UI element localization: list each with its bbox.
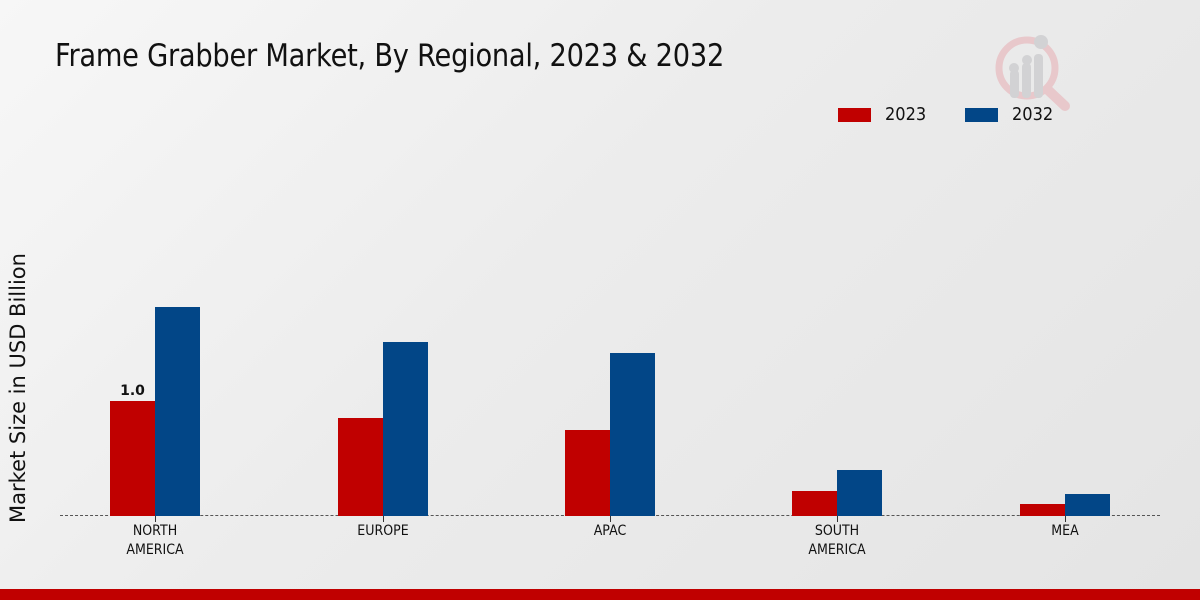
bar-europe-2032[interactable] — [383, 342, 428, 516]
bar-apac-2032[interactable] — [610, 353, 655, 516]
x-axis-label-europe: EUROPE — [357, 523, 409, 539]
legend-label-2023: 2023 — [885, 104, 927, 125]
legend-item-2023[interactable]: 2023 — [838, 104, 931, 125]
bar-mea-2023[interactable] — [1020, 504, 1065, 516]
x-axis-tick — [155, 516, 156, 522]
bar-north-america-2032[interactable] — [155, 307, 200, 516]
y-axis-label: Market Size in USD Billion — [6, 253, 30, 523]
magnifier-bar-chart-icon — [995, 35, 1070, 111]
x-axis-tick — [610, 516, 611, 522]
bar-apac-2023[interactable] — [565, 430, 610, 516]
bar-north-america-2023[interactable] — [110, 401, 155, 516]
chart-title: Frame Grabber Market, By Regional, 2023 … — [55, 38, 725, 74]
plot-area: 1.0 NORTH AMERICA EUROPE APAC SOUTH AMERICA MEA — [60, 150, 1160, 558]
legend-label-2032: 2032 — [1011, 104, 1054, 125]
x-axis-label-south-america: SOUTH AMERICA — [808, 523, 866, 558]
legend-item-2032[interactable]: 2032 — [964, 104, 1058, 125]
x-axis-tick — [383, 516, 384, 522]
bar-value-label: 1.0 — [120, 383, 145, 399]
x-axis-label-apac: APAC — [593, 523, 627, 539]
bar-south-america-2023[interactable] — [792, 491, 837, 516]
bar-mea-2032[interactable] — [1065, 494, 1110, 516]
chart-legend: 2023 2032 — [838, 104, 1092, 125]
x-axis-label-mea: MEA — [1051, 523, 1079, 539]
bar-europe-2023[interactable] — [338, 418, 383, 516]
x-axis-label-north-america: NORTH AMERICA — [126, 523, 184, 558]
x-axis-tick — [1065, 516, 1066, 522]
x-axis-tick — [837, 516, 838, 522]
footer-accent-bar — [0, 589, 1200, 600]
legend-swatch-2023 — [838, 107, 871, 122]
bar-south-america-2032[interactable] — [837, 470, 882, 516]
legend-swatch-2032 — [964, 107, 998, 122]
